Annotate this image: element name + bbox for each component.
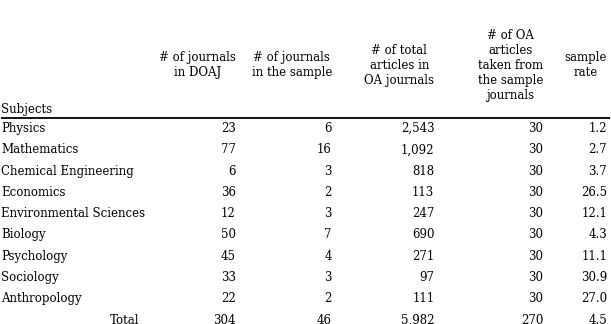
Text: sample
rate: sample rate [565, 52, 607, 79]
Text: 77: 77 [221, 143, 236, 156]
Text: 111: 111 [412, 292, 434, 305]
Text: 50: 50 [221, 228, 236, 241]
Text: 22: 22 [221, 292, 236, 305]
Text: 6: 6 [229, 165, 236, 178]
Text: 4.3: 4.3 [588, 228, 607, 241]
Text: 690: 690 [412, 228, 434, 241]
Text: Sociology: Sociology [1, 271, 59, 284]
Text: Subjects: Subjects [1, 103, 53, 117]
Text: 3: 3 [324, 165, 332, 178]
Text: Total: Total [111, 314, 140, 324]
Text: # of journals
in the sample: # of journals in the sample [252, 52, 332, 79]
Text: 30: 30 [528, 292, 543, 305]
Text: 30: 30 [528, 186, 543, 199]
Text: Biology: Biology [1, 228, 46, 241]
Text: 26.5: 26.5 [581, 186, 607, 199]
Text: 30: 30 [528, 207, 543, 220]
Text: 30: 30 [528, 271, 543, 284]
Text: Mathematics: Mathematics [1, 143, 79, 156]
Text: 30: 30 [528, 228, 543, 241]
Text: 12: 12 [221, 207, 236, 220]
Text: 3: 3 [324, 207, 332, 220]
Text: 45: 45 [221, 250, 236, 263]
Text: 7: 7 [324, 228, 332, 241]
Text: 46: 46 [317, 314, 332, 324]
Text: 304: 304 [213, 314, 236, 324]
Text: 5,982: 5,982 [401, 314, 434, 324]
Text: 270: 270 [521, 314, 543, 324]
Text: Chemical Engineering: Chemical Engineering [1, 165, 134, 178]
Text: Psychology: Psychology [1, 250, 68, 263]
Text: 113: 113 [412, 186, 434, 199]
Text: 271: 271 [412, 250, 434, 263]
Text: Environmental Sciences: Environmental Sciences [1, 207, 145, 220]
Text: Economics: Economics [1, 186, 66, 199]
Text: Physics: Physics [1, 122, 46, 135]
Text: 2,543: 2,543 [401, 122, 434, 135]
Text: 2.7: 2.7 [588, 143, 607, 156]
Text: 4.5: 4.5 [588, 314, 607, 324]
Text: 30.9: 30.9 [581, 271, 607, 284]
Text: 30: 30 [528, 250, 543, 263]
Text: 818: 818 [412, 165, 434, 178]
Text: # of journals
in DOAJ: # of journals in DOAJ [159, 52, 236, 79]
Text: # of OA
articles
taken from
the sample
journals: # of OA articles taken from the sample j… [478, 29, 543, 102]
Text: 30: 30 [528, 122, 543, 135]
Text: 36: 36 [221, 186, 236, 199]
Text: 1.2: 1.2 [588, 122, 607, 135]
Text: # of total
articles in
OA journals: # of total articles in OA journals [364, 44, 434, 87]
Text: 1,092: 1,092 [401, 143, 434, 156]
Text: 30: 30 [528, 143, 543, 156]
Text: Anthropology: Anthropology [1, 292, 82, 305]
Text: 97: 97 [419, 271, 434, 284]
Text: 2: 2 [324, 292, 332, 305]
Text: 2: 2 [324, 186, 332, 199]
Text: 12.1: 12.1 [581, 207, 607, 220]
Text: 27.0: 27.0 [581, 292, 607, 305]
Text: 30: 30 [528, 165, 543, 178]
Text: 247: 247 [412, 207, 434, 220]
Text: 33: 33 [221, 271, 236, 284]
Text: 23: 23 [221, 122, 236, 135]
Text: 16: 16 [317, 143, 332, 156]
Text: 4: 4 [324, 250, 332, 263]
Text: 11.1: 11.1 [581, 250, 607, 263]
Text: 3: 3 [324, 271, 332, 284]
Text: 6: 6 [324, 122, 332, 135]
Text: 3.7: 3.7 [588, 165, 607, 178]
